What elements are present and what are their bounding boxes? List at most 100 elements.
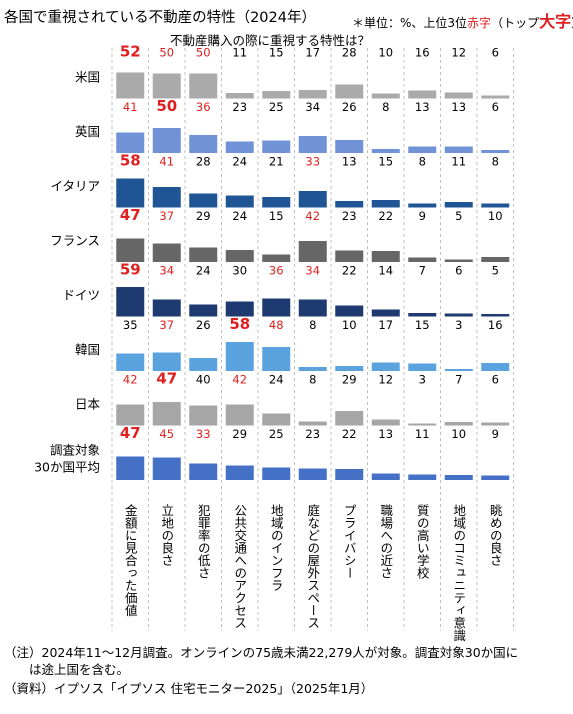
data-label: 29 (342, 373, 357, 387)
data-label: 23 (232, 100, 247, 114)
footer-note-1: （注）2024年11～12月調査。オンラインの75歳未満22,279人が対象。調… (4, 645, 519, 660)
bar (152, 73, 181, 99)
bar (298, 90, 327, 99)
bar (481, 95, 510, 99)
data-label: 37 (159, 318, 174, 332)
data-label: 42 (123, 373, 138, 387)
data-label: 15 (378, 155, 393, 169)
data-label: 13 (451, 100, 466, 114)
category-label: 地域のインフラ (269, 504, 284, 592)
bar (335, 84, 364, 99)
category-label: 犯罪率の低さ (196, 504, 211, 579)
bar (298, 299, 327, 317)
bar (335, 140, 364, 153)
data-label: 26 (196, 318, 211, 332)
data-label: 6 (455, 264, 462, 278)
data-label: 8 (419, 155, 426, 169)
bar (225, 195, 254, 208)
data-label: 24 (269, 373, 284, 387)
bar (189, 135, 218, 153)
bar (116, 132, 145, 153)
bar (298, 421, 327, 426)
bar (335, 305, 364, 317)
note-prefix: ＊単位：%、上位3位 (352, 16, 468, 30)
data-label: 13 (342, 155, 357, 169)
bar (298, 367, 327, 371)
bar (116, 353, 145, 371)
data-label: 13 (378, 427, 393, 441)
data-label: 42 (232, 373, 247, 387)
data-label: 47 (120, 424, 141, 442)
category-label: プライバシー (342, 504, 357, 579)
bar (298, 136, 327, 153)
category-label: 眺めの良さ (488, 504, 503, 567)
bar (444, 313, 473, 317)
data-label: 22 (342, 264, 357, 278)
bar (371, 149, 400, 153)
data-label: 16 (415, 46, 430, 60)
data-label: 9 (492, 427, 499, 441)
note-mid: （トップ (491, 16, 540, 30)
bar (371, 251, 400, 262)
bar (444, 369, 473, 371)
data-label: 35 (123, 318, 138, 332)
data-label: 13 (415, 100, 430, 114)
data-label: 21 (269, 155, 284, 169)
bar (371, 362, 400, 371)
note-red-label: 赤字 (467, 16, 492, 30)
category-label: 庭などの屋外スペース (305, 503, 320, 629)
data-label: 24 (232, 155, 247, 169)
data-label: 11 (451, 155, 466, 169)
bar (408, 363, 437, 371)
bar (262, 298, 291, 317)
bar (152, 457, 181, 480)
bar (444, 259, 473, 262)
category-label: 立地の良さ (159, 503, 174, 567)
data-label: 41 (123, 100, 138, 114)
page-title: 各国で重視されている不動産の特性（2024年） (4, 10, 316, 26)
data-label: 30 (232, 264, 247, 278)
data-label: 59 (120, 261, 141, 279)
bar (444, 475, 473, 480)
data-label: 22 (342, 427, 357, 441)
bar (298, 241, 327, 262)
bar (152, 299, 181, 317)
data-label: 22 (378, 209, 393, 223)
row-label: 米国 (75, 69, 100, 84)
data-label: 42 (305, 209, 320, 223)
bar (189, 193, 218, 208)
bar (444, 202, 473, 208)
data-label: 3 (455, 318, 462, 332)
bar (335, 469, 364, 480)
data-label: 17 (305, 46, 320, 60)
bar (225, 93, 254, 99)
bar (481, 257, 510, 262)
bar (116, 238, 145, 262)
bar (408, 423, 437, 426)
data-label: 40 (196, 373, 211, 387)
data-label: 50 (196, 46, 211, 60)
data-label: 50 (159, 46, 174, 60)
bar (481, 363, 510, 371)
data-label: 36 (196, 100, 211, 114)
data-label: 8 (309, 373, 316, 387)
data-label: 12 (451, 46, 466, 60)
bar (262, 467, 291, 480)
bar (371, 473, 400, 480)
category-label: 質の高い学校 (415, 503, 430, 579)
bar (371, 200, 400, 208)
bar (225, 465, 254, 480)
data-label: 45 (159, 427, 174, 441)
data-label: 25 (269, 100, 284, 114)
category-label: 公共交通へのアクセス (232, 504, 247, 629)
data-label: 10 (488, 209, 503, 223)
data-label: 10 (342, 318, 357, 332)
row-label: 30か国平均 (34, 459, 100, 474)
bar (262, 197, 291, 208)
category-label: 金額に見合った価値 (123, 503, 138, 617)
bar (152, 128, 181, 153)
bar (481, 422, 510, 426)
bar (116, 404, 145, 426)
data-label: 9 (419, 209, 426, 223)
bar (262, 413, 291, 426)
